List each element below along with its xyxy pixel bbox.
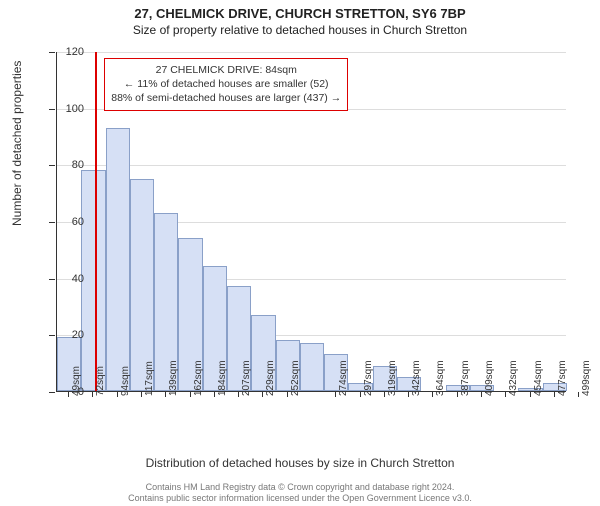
info-box: 27 CHELMICK DRIVE: 84sqm ← 11% of detach… xyxy=(104,58,348,111)
x-tick xyxy=(262,392,263,397)
info-line-3: 88% of semi-detached houses are larger (… xyxy=(111,91,341,105)
x-tick xyxy=(238,392,239,397)
y-tick-label: 0 xyxy=(54,386,84,398)
y-tick-label: 60 xyxy=(54,216,84,228)
x-tick xyxy=(141,392,142,397)
x-tick xyxy=(408,392,409,397)
x-tick-label: 139sqm xyxy=(168,360,179,396)
y-tick-label: 80 xyxy=(54,159,84,171)
grid-line xyxy=(57,165,566,166)
x-tick-label: 387sqm xyxy=(460,360,471,396)
x-tick-label: 364sqm xyxy=(435,360,446,396)
info-line-1: 27 CHELMICK DRIVE: 84sqm xyxy=(111,63,341,77)
x-tick-label: 499sqm xyxy=(581,360,592,396)
property-marker-line xyxy=(95,52,97,391)
histogram-bar xyxy=(106,128,130,392)
x-tick xyxy=(190,392,191,397)
x-tick xyxy=(360,392,361,397)
grid-line xyxy=(57,52,566,53)
x-tick xyxy=(530,392,531,397)
x-tick-label: 319sqm xyxy=(387,360,398,396)
x-tick xyxy=(384,392,385,397)
x-tick-label: 274sqm xyxy=(338,360,349,396)
x-tick-label: 72sqm xyxy=(95,366,106,396)
x-tick-label: 117sqm xyxy=(144,361,155,396)
x-tick-label: 454sqm xyxy=(533,360,544,396)
y-axis-label: Number of detached properties xyxy=(10,61,24,226)
footer-line-1: Contains HM Land Registry data © Crown c… xyxy=(0,482,600,493)
info-line-2: ← 11% of detached houses are smaller (52… xyxy=(111,77,341,91)
histogram-bar xyxy=(300,343,324,391)
footer-line-2: Contains public sector information licen… xyxy=(0,493,600,504)
x-axis-label: Distribution of detached houses by size … xyxy=(0,456,600,470)
x-tick xyxy=(92,392,93,397)
x-tick-label: 229sqm xyxy=(265,360,276,396)
x-tick-label: 94sqm xyxy=(120,366,131,396)
chart-area: 27 CHELMICK DRIVE: 84sqm ← 11% of detach… xyxy=(56,52,566,422)
x-tick xyxy=(505,392,506,397)
x-tick-label: 207sqm xyxy=(241,360,252,396)
x-tick xyxy=(287,392,288,397)
histogram-bar xyxy=(130,179,154,392)
x-tick xyxy=(335,392,336,397)
x-tick-label: 432sqm xyxy=(508,360,519,396)
footer-attribution: Contains HM Land Registry data © Crown c… xyxy=(0,482,600,504)
x-tick xyxy=(165,392,166,397)
x-tick-label: 297sqm xyxy=(363,360,374,396)
x-tick xyxy=(554,392,555,397)
y-tick-label: 40 xyxy=(54,273,84,285)
x-tick xyxy=(214,392,215,397)
histogram-bar xyxy=(81,170,105,391)
x-tick-label: 342sqm xyxy=(411,360,422,396)
x-tick-label: 409sqm xyxy=(484,360,495,396)
y-tick-label: 20 xyxy=(54,329,84,341)
x-tick-label: 477sqm xyxy=(557,360,568,396)
x-tick xyxy=(432,392,433,397)
x-tick xyxy=(481,392,482,397)
y-tick-label: 120 xyxy=(54,46,84,58)
chart-subtitle: Size of property relative to detached ho… xyxy=(0,23,600,37)
chart-title-address: 27, CHELMICK DRIVE, CHURCH STRETTON, SY6… xyxy=(0,6,600,21)
x-tick xyxy=(457,392,458,397)
x-tick-label: 162sqm xyxy=(193,360,204,396)
y-tick-label: 100 xyxy=(54,103,84,115)
x-tick-label: 184sqm xyxy=(217,360,228,396)
x-tick xyxy=(578,392,579,397)
x-tick-label: 252sqm xyxy=(290,360,301,396)
x-tick xyxy=(117,392,118,397)
